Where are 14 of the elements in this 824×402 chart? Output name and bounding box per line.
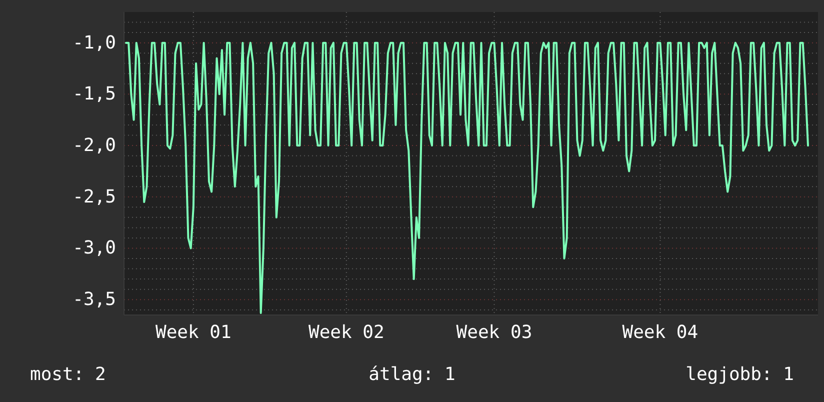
x-tick-label: Week 01 xyxy=(155,322,232,343)
y-tick-label: -1,5 xyxy=(72,84,116,105)
y-tick-label: -1,0 xyxy=(72,32,116,54)
y-tick-label: -2,5 xyxy=(72,186,116,208)
text: átlag: 1 xyxy=(368,364,456,385)
y-tick-label: -2,0 xyxy=(72,135,116,156)
y-tick-label: -3,0 xyxy=(72,238,116,259)
text: legjobb: 1 xyxy=(686,364,794,385)
y-tick-label: -3,5 xyxy=(72,289,116,310)
x-tick-label: Week 02 xyxy=(308,322,384,343)
line-series xyxy=(125,42,809,314)
x-tick-label: Week 03 xyxy=(456,322,532,343)
text: most: 2 xyxy=(30,364,106,385)
x-tick-label: Week 04 xyxy=(622,322,698,343)
